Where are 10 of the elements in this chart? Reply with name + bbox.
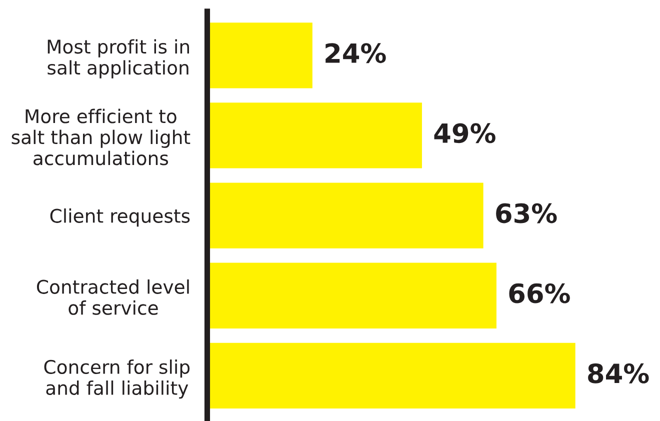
y-tick-label: More efficient to salt than plow light accumulations: [12, 108, 190, 166]
data-label: 84%: [588, 363, 649, 384]
y-tick-label: Contracted level of service: [36, 279, 189, 315]
y-tick-label: Most profit is in salt application: [48, 39, 189, 78]
data-label: 24%: [326, 43, 386, 64]
y-tick-label: Concern for slip and fall liability: [44, 360, 190, 399]
data-label: 49%: [434, 123, 496, 144]
y-tick-label: Client requests: [50, 208, 190, 227]
data-label: 66%: [509, 283, 570, 304]
data-label: 63%: [496, 203, 557, 224]
